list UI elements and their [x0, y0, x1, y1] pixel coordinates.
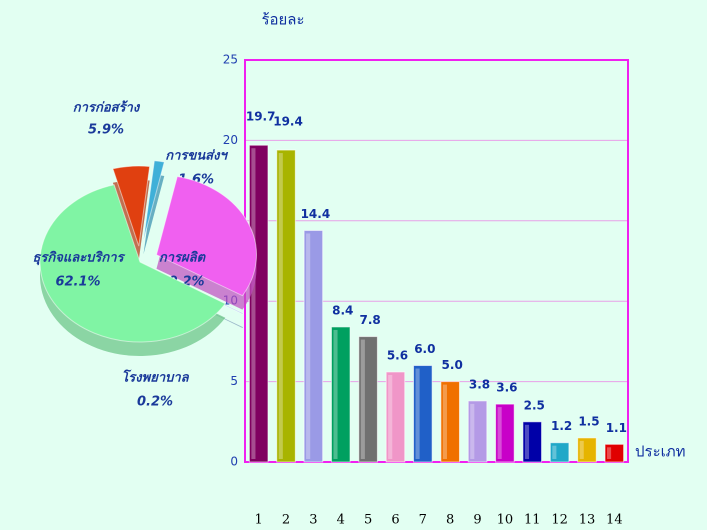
bar [248, 144, 269, 463]
bar-shine [579, 440, 584, 459]
value-label: 5.0 [442, 358, 463, 372]
x-tick-label: 7 [419, 513, 427, 528]
bar-shine [415, 368, 420, 459]
value-label: 3.6 [496, 381, 517, 395]
bar-shine [388, 374, 393, 459]
x-tick-label: 1 [255, 513, 263, 528]
bar-shine [552, 445, 557, 459]
x-axis-label: ประเภท [635, 443, 686, 461]
value-label: 1.5 [578, 414, 599, 428]
y-tick-label: 0 [230, 455, 238, 469]
value-label: 1.2 [551, 419, 572, 433]
bar [385, 371, 406, 463]
y-axis-label: ร้อยละ [261, 11, 304, 29]
value-label: 7.8 [359, 313, 380, 327]
bar [330, 326, 351, 463]
value-label: 19.4 [273, 115, 303, 129]
bar-shine [470, 403, 475, 459]
x-tick-label: 13 [579, 513, 596, 528]
bar [522, 421, 543, 463]
bar-shine [251, 148, 256, 459]
bar-shine [497, 407, 502, 459]
pie-slice [39, 184, 227, 343]
bar [358, 336, 378, 463]
pie-label-value: 0.2% [137, 395, 173, 410]
pie-label-name: การก่อสร้าง [73, 100, 141, 116]
bar [495, 403, 515, 463]
x-tick-label: 10 [497, 513, 514, 528]
x-tick-label: 5 [364, 513, 372, 528]
pie-slice-side [143, 174, 165, 255]
y-tick-label: 25 [223, 53, 238, 67]
x-tick-label: 14 [606, 513, 623, 528]
y-tick-label: 5 [230, 374, 238, 388]
pie-slice [155, 175, 257, 297]
value-label: 8.4 [332, 303, 353, 317]
y-tick-label: 20 [223, 133, 238, 147]
x-tick-label: 9 [473, 513, 481, 528]
pie-label-value: 62.1% [55, 275, 100, 290]
pie-label-name: การผลิต [159, 251, 207, 266]
value-label: 3.8 [469, 377, 490, 391]
bar [467, 400, 488, 463]
x-tick-label: 3 [309, 513, 317, 528]
value-label: 5.6 [387, 348, 408, 362]
pie-label-name: ธุรกิจและบริการ [32, 251, 125, 266]
pie-label-name: โรงพยาบาล [121, 369, 189, 386]
pie-label-value: 5.9% [88, 123, 124, 138]
x-tick-label: 6 [391, 513, 399, 528]
bar [413, 365, 433, 463]
bar-shine [607, 447, 612, 459]
bar [604, 443, 625, 463]
bar-shine [360, 339, 365, 459]
value-label: 6.0 [414, 342, 435, 356]
bar [440, 381, 460, 463]
x-tick-label: 12 [551, 513, 568, 528]
value-label: 1.1 [606, 421, 627, 435]
value-label: 2.5 [524, 398, 545, 412]
pie-slice [142, 160, 165, 241]
bar-shine [442, 384, 447, 459]
bar-shine [333, 329, 338, 459]
value-label: 14.4 [301, 207, 331, 221]
value-label: 19.7 [246, 110, 276, 124]
bar [549, 442, 570, 463]
bar [276, 149, 296, 463]
bar [303, 229, 324, 463]
x-tick-label: 8 [446, 513, 454, 528]
bar [577, 437, 597, 463]
bar-shine [306, 233, 311, 459]
x-tick-label: 4 [337, 513, 345, 528]
x-tick-label: 2 [282, 513, 290, 528]
bar-shine [524, 424, 530, 459]
x-tick-label: 11 [524, 513, 541, 528]
pie-slice [112, 165, 151, 247]
bar-shine [278, 153, 283, 459]
pie-label-name: การขนส่งฯ [165, 149, 228, 164]
